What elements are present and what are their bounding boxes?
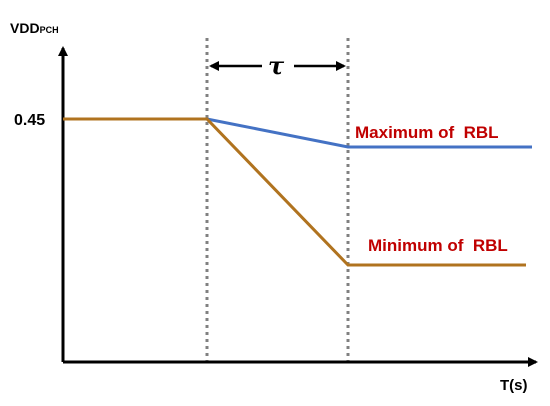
y-tick-label: 0.45: [14, 112, 45, 129]
curve-label: Maximum of RBL: [355, 123, 499, 142]
y-label-sub: PCH: [40, 25, 59, 35]
min-curve: [63, 117, 526, 267]
interval-label: τ: [268, 51, 285, 80]
x-label: T(s): [500, 377, 528, 394]
y-label-main: VDD: [10, 20, 40, 36]
curve-label: Minimum of RBL: [368, 236, 508, 255]
y-label: VDDPCH: [10, 20, 59, 36]
